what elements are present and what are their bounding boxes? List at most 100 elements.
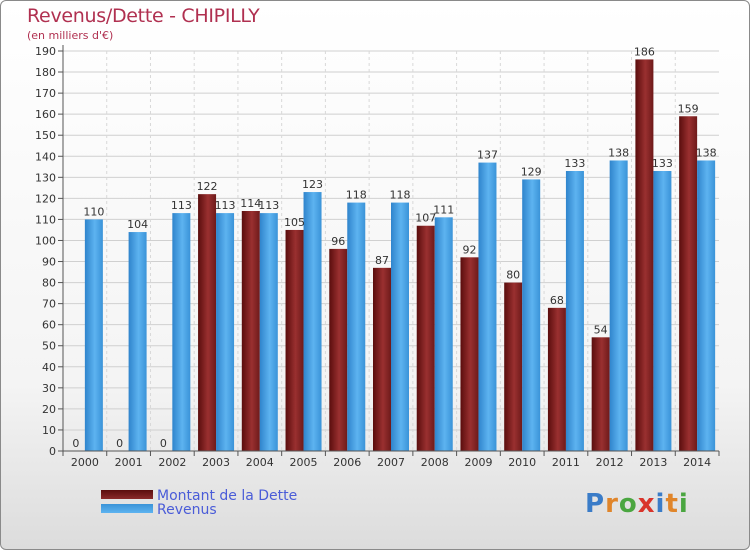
y-tick-label: 140 <box>35 150 56 163</box>
data-label: 138 <box>696 146 717 159</box>
x-tick-label: 2007 <box>377 456 405 469</box>
chart-subtitle: (en milliers d'€) <box>27 29 114 42</box>
data-label: 122 <box>197 180 218 193</box>
y-tick-label: 30 <box>42 382 56 395</box>
data-label: 110 <box>83 205 104 218</box>
y-tick-label: 100 <box>35 234 56 247</box>
bar-dette <box>373 267 391 451</box>
bar-dette <box>241 211 260 451</box>
bar-revenus <box>697 160 716 451</box>
proxiti-logo: Proxiti <box>585 489 689 519</box>
axes: 0 10 20 30 40 50 60 70 80 90 100 110 120 130 140 150 160… <box>35 45 720 469</box>
y-tick-label: 110 <box>35 213 56 226</box>
data-label: 118 <box>346 189 367 202</box>
x-tick-label: 2005 <box>290 456 318 469</box>
bar-revenus <box>609 160 628 451</box>
data-label: 104 <box>127 218 148 231</box>
bar-dette <box>460 257 479 451</box>
x-tick-label: 2003 <box>202 456 230 469</box>
data-label: 80 <box>506 269 520 282</box>
logo-letter: r <box>605 489 619 519</box>
logo-letter: o <box>618 489 638 519</box>
y-tick-label: 40 <box>42 361 56 374</box>
bar-revenus <box>391 202 409 451</box>
y-tick-label: 180 <box>35 66 56 79</box>
x-tick-label: 2000 <box>71 456 99 469</box>
bar-dette <box>504 282 523 451</box>
data-label: 113 <box>258 199 279 212</box>
chart-title: Revenus/Dette - CHIPILLY <box>27 5 260 27</box>
x-tick-label: 2011 <box>552 456 580 469</box>
y-tick-label: 150 <box>35 129 56 142</box>
x-tick-label: 2004 <box>246 456 274 469</box>
x-tick-label: 2014 <box>683 456 711 469</box>
data-label: 118 <box>390 189 411 202</box>
bars <box>84 59 716 452</box>
logo-letter: t <box>665 489 679 519</box>
y-tick-label: 10 <box>42 424 56 437</box>
bar-dette <box>416 225 435 451</box>
data-label: 113 <box>171 199 192 212</box>
data-label: 92 <box>462 243 476 256</box>
data-label: 129 <box>521 165 542 178</box>
x-tick-label: 2009 <box>464 456 492 469</box>
bar-revenus <box>653 171 672 451</box>
bar-revenus <box>259 213 278 451</box>
data-label: 68 <box>550 294 564 307</box>
y-tick-label: 160 <box>35 108 56 121</box>
bar-revenus <box>172 213 191 451</box>
bar-revenus <box>303 192 322 452</box>
bar-revenus <box>128 232 147 451</box>
x-tick-label: 2010 <box>508 456 536 469</box>
data-label: 0 <box>160 437 167 450</box>
bar-revenus <box>478 162 497 451</box>
data-label: 186 <box>634 45 655 58</box>
data-label: 138 <box>608 146 629 159</box>
y-tick-label: 80 <box>42 277 56 290</box>
bar-dette <box>591 337 610 451</box>
data-label: 0 <box>72 437 79 450</box>
y-tick-label: 60 <box>42 319 56 332</box>
data-label: 54 <box>594 323 608 336</box>
bar-revenus <box>434 217 453 451</box>
data-label: 96 <box>331 235 345 248</box>
logo-letter: x <box>637 489 656 519</box>
y-tick-label: 120 <box>35 192 56 205</box>
x-tick-label: 2013 <box>639 456 667 469</box>
bar-dette <box>285 229 304 451</box>
bar-revenus <box>84 219 103 451</box>
data-label: 111 <box>433 203 454 216</box>
y-tick-label: 170 <box>35 87 56 100</box>
y-tick-label: 0 <box>49 445 56 458</box>
data-label: 105 <box>284 216 305 229</box>
data-label: 107 <box>415 212 436 225</box>
x-tick-label: 2008 <box>421 456 449 469</box>
bar-dette <box>547 307 566 451</box>
y-tick-label: 90 <box>42 256 56 269</box>
y-tick-label: 190 <box>35 45 56 58</box>
bar-dette <box>198 194 217 451</box>
data-label: 87 <box>375 254 389 267</box>
x-tick-label: 2001 <box>115 456 143 469</box>
data-label: 137 <box>477 149 498 162</box>
x-tick-label: 2012 <box>596 456 624 469</box>
logo-letter: i <box>678 489 689 519</box>
data-label: 123 <box>302 178 323 191</box>
data-label: 0 <box>116 437 123 450</box>
legend-label: Montant de la Dette <box>157 488 297 504</box>
legend-swatch <box>101 490 153 499</box>
y-tick-label: 20 <box>42 403 56 416</box>
logo-letter: i <box>655 489 666 519</box>
bar-dette <box>329 248 348 451</box>
bar-dette <box>679 116 698 452</box>
y-tick-label: 70 <box>42 298 56 311</box>
data-label: 133 <box>652 157 673 170</box>
legend-swatch <box>101 504 153 513</box>
bar-revenus <box>216 213 235 451</box>
x-tick-label: 2006 <box>333 456 361 469</box>
x-tick-label: 2002 <box>158 456 186 469</box>
